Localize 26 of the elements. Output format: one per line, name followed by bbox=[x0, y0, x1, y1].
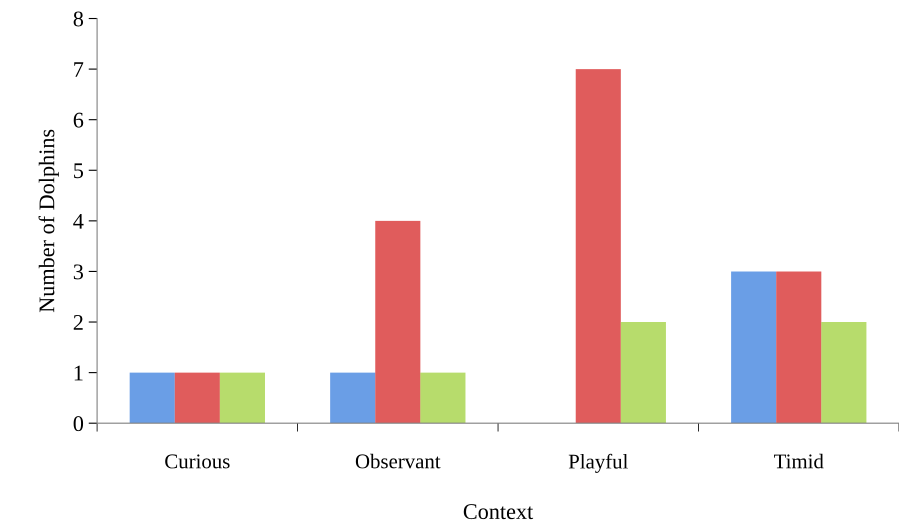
bar bbox=[821, 322, 866, 424]
bar bbox=[576, 69, 621, 424]
x-tick-label: Observant bbox=[356, 454, 440, 468]
bar bbox=[174, 372, 220, 424]
bar bbox=[731, 271, 776, 424]
x-tick-label: Curious bbox=[165, 454, 230, 468]
y-axis-title: Number of Dolphins bbox=[38, 130, 59, 312]
y-tick-label: 8 bbox=[74, 11, 84, 26]
bar bbox=[420, 372, 466, 424]
bar bbox=[776, 271, 822, 424]
bar bbox=[220, 372, 265, 424]
x-tick-label: Timid bbox=[774, 454, 824, 468]
y-tick-label: 2 bbox=[74, 315, 83, 330]
y-tick-label: 4 bbox=[73, 214, 84, 229]
x-tick-label: Playful bbox=[568, 454, 628, 473]
y-tick-label: 6 bbox=[74, 112, 84, 128]
y-tick-label: 3 bbox=[74, 264, 84, 280]
bar bbox=[620, 322, 666, 424]
y-tick-label: 0 bbox=[74, 416, 84, 432]
y-tick-label: 1 bbox=[74, 366, 83, 380]
y-tick-label: 5 bbox=[74, 163, 84, 178]
bar bbox=[375, 220, 420, 424]
y-tick-label: 7 bbox=[74, 62, 84, 77]
x-axis-title: Context bbox=[464, 504, 534, 520]
bar bbox=[330, 372, 376, 424]
bar bbox=[130, 372, 175, 424]
